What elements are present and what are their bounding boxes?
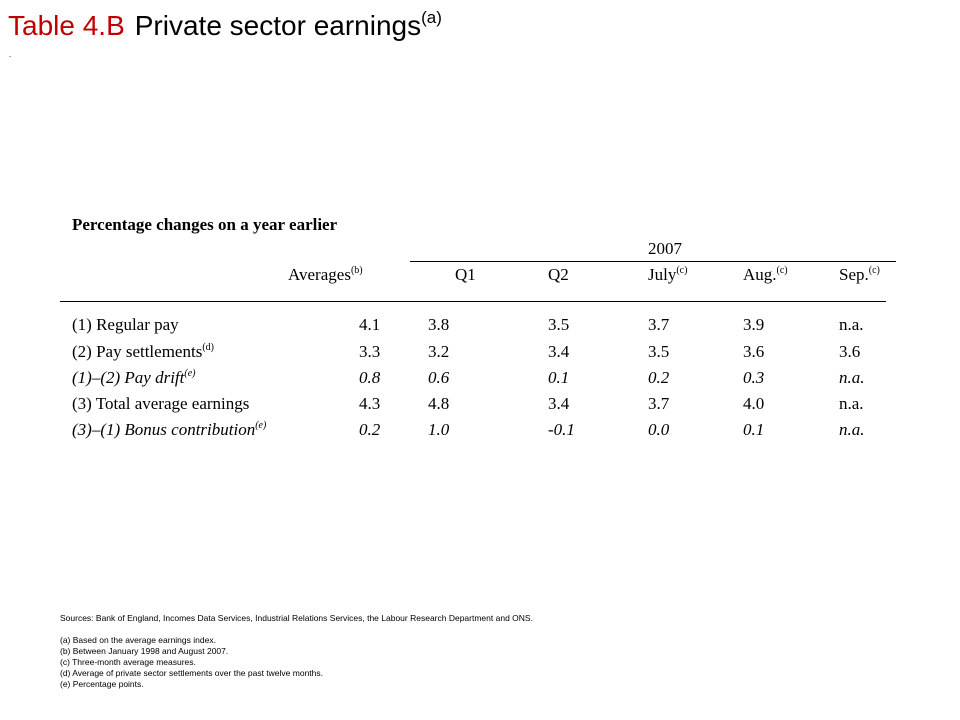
row-label-footnote-marker: (e) xyxy=(184,368,196,379)
footnote-d: (d) Average of private sector settlement… xyxy=(60,668,323,678)
table-cell: 0.0 xyxy=(648,420,670,439)
row-label-text: (1) Regular pay xyxy=(72,315,179,334)
row-label: (2) Pay settlements(d) xyxy=(72,342,214,361)
table-cell: n.a. xyxy=(839,315,864,334)
footnote-c: (c) Three-month average measures. xyxy=(60,657,196,667)
table-cell: 3.7 xyxy=(648,315,670,334)
table-notes: Sources: Bank of England, Incomes Data S… xyxy=(60,613,533,690)
column-header-footnote-marker: (c) xyxy=(776,265,788,276)
row-label: (3)–(1) Bonus contribution(e) xyxy=(72,420,267,439)
column-header-text: Q2 xyxy=(548,265,569,284)
table-cell: n.a. xyxy=(839,394,864,413)
column-header-text: Q1 xyxy=(455,265,476,284)
table-cell: 4.8 xyxy=(428,394,450,413)
decorative-dot: . xyxy=(9,50,12,59)
column-header-text: Averages xyxy=(288,265,351,284)
table-cell: 3.4 xyxy=(548,342,570,361)
table-cell: 3.2 xyxy=(428,342,450,361)
row-label-footnote-marker: (e) xyxy=(255,420,267,431)
column-header-text: Aug. xyxy=(743,265,777,284)
column-header-text: Sep. xyxy=(839,265,869,284)
table-cell: 3.7 xyxy=(648,394,670,413)
table-cell: 0.8 xyxy=(359,368,381,387)
table-cell: -0.1 xyxy=(548,420,575,439)
column-header: Q1 xyxy=(455,266,476,283)
column-header: Aug.(c) xyxy=(743,265,788,284)
sources-note: Sources: Bank of England, Incomes Data S… xyxy=(60,613,533,623)
column-header-footnote-marker: (c) xyxy=(868,265,880,276)
table-cell: 3.5 xyxy=(548,315,570,334)
row-label-footnote-marker: (d) xyxy=(202,342,214,353)
year-rule xyxy=(410,261,896,262)
table-cell: 0.1 xyxy=(548,368,570,387)
row-label: (1)–(2) Pay drift(e) xyxy=(72,368,196,387)
column-header-text: July xyxy=(648,265,677,284)
header-rule xyxy=(60,301,886,302)
row-label: (1) Regular pay xyxy=(72,316,179,333)
table-cell: 3.8 xyxy=(428,315,450,334)
table-title: Private sector earnings xyxy=(134,10,422,41)
table-cell: 1.0 xyxy=(428,420,450,439)
table-cell: 3.6 xyxy=(743,342,765,361)
table-cell: 0.2 xyxy=(648,368,670,387)
table-cell: 3.5 xyxy=(648,342,670,361)
table-cell: 0.3 xyxy=(743,368,765,387)
table-cell: 0.6 xyxy=(428,368,450,387)
row-label-text: (3)–(1) Bonus contribution xyxy=(72,420,256,439)
row-label-text: (3) Total average earnings xyxy=(72,394,250,413)
column-header: Q2 xyxy=(548,266,569,283)
footnote-e: (e) Percentage points. xyxy=(60,679,144,689)
column-header-footnote-marker: (b) xyxy=(350,265,363,276)
footnote-b: (b) Between January 1998 and August 2007… xyxy=(60,646,229,656)
row-label-text: (2) Pay settlements xyxy=(72,342,203,361)
table-cell: 3.3 xyxy=(359,342,381,361)
row-label: (3) Total average earnings xyxy=(72,395,249,412)
column-header: July(c) xyxy=(648,265,688,284)
table-cell: 4.1 xyxy=(359,315,381,334)
column-header-footnote-marker: (c) xyxy=(676,265,688,276)
table-cell: 4.3 xyxy=(359,394,381,413)
page-title: Table 4.B Private sector earnings(a) xyxy=(8,8,442,42)
table-cell: 4.0 xyxy=(743,394,765,413)
table-cell: 0.1 xyxy=(743,420,765,439)
column-header: Averages(b) xyxy=(288,265,363,284)
table-cell: 3.9 xyxy=(743,315,765,334)
footnote-a: (a) Based on the average earnings index. xyxy=(60,635,216,645)
table-cell: 0.2 xyxy=(359,420,381,439)
year-header: 2007 xyxy=(648,239,682,258)
table-cell: n.a. xyxy=(839,420,865,439)
table-number: Table 4.B xyxy=(8,10,125,41)
table-cell: 3.4 xyxy=(548,394,570,413)
title-footnote-marker: (a) xyxy=(421,8,442,27)
table-subtitle: Percentage changes on a year earlier xyxy=(72,215,338,234)
column-header: Sep.(c) xyxy=(839,265,880,284)
table-cell: 3.6 xyxy=(839,342,861,361)
table-cell: n.a. xyxy=(839,368,865,387)
row-label-text: (1)–(2) Pay drift xyxy=(72,368,185,387)
